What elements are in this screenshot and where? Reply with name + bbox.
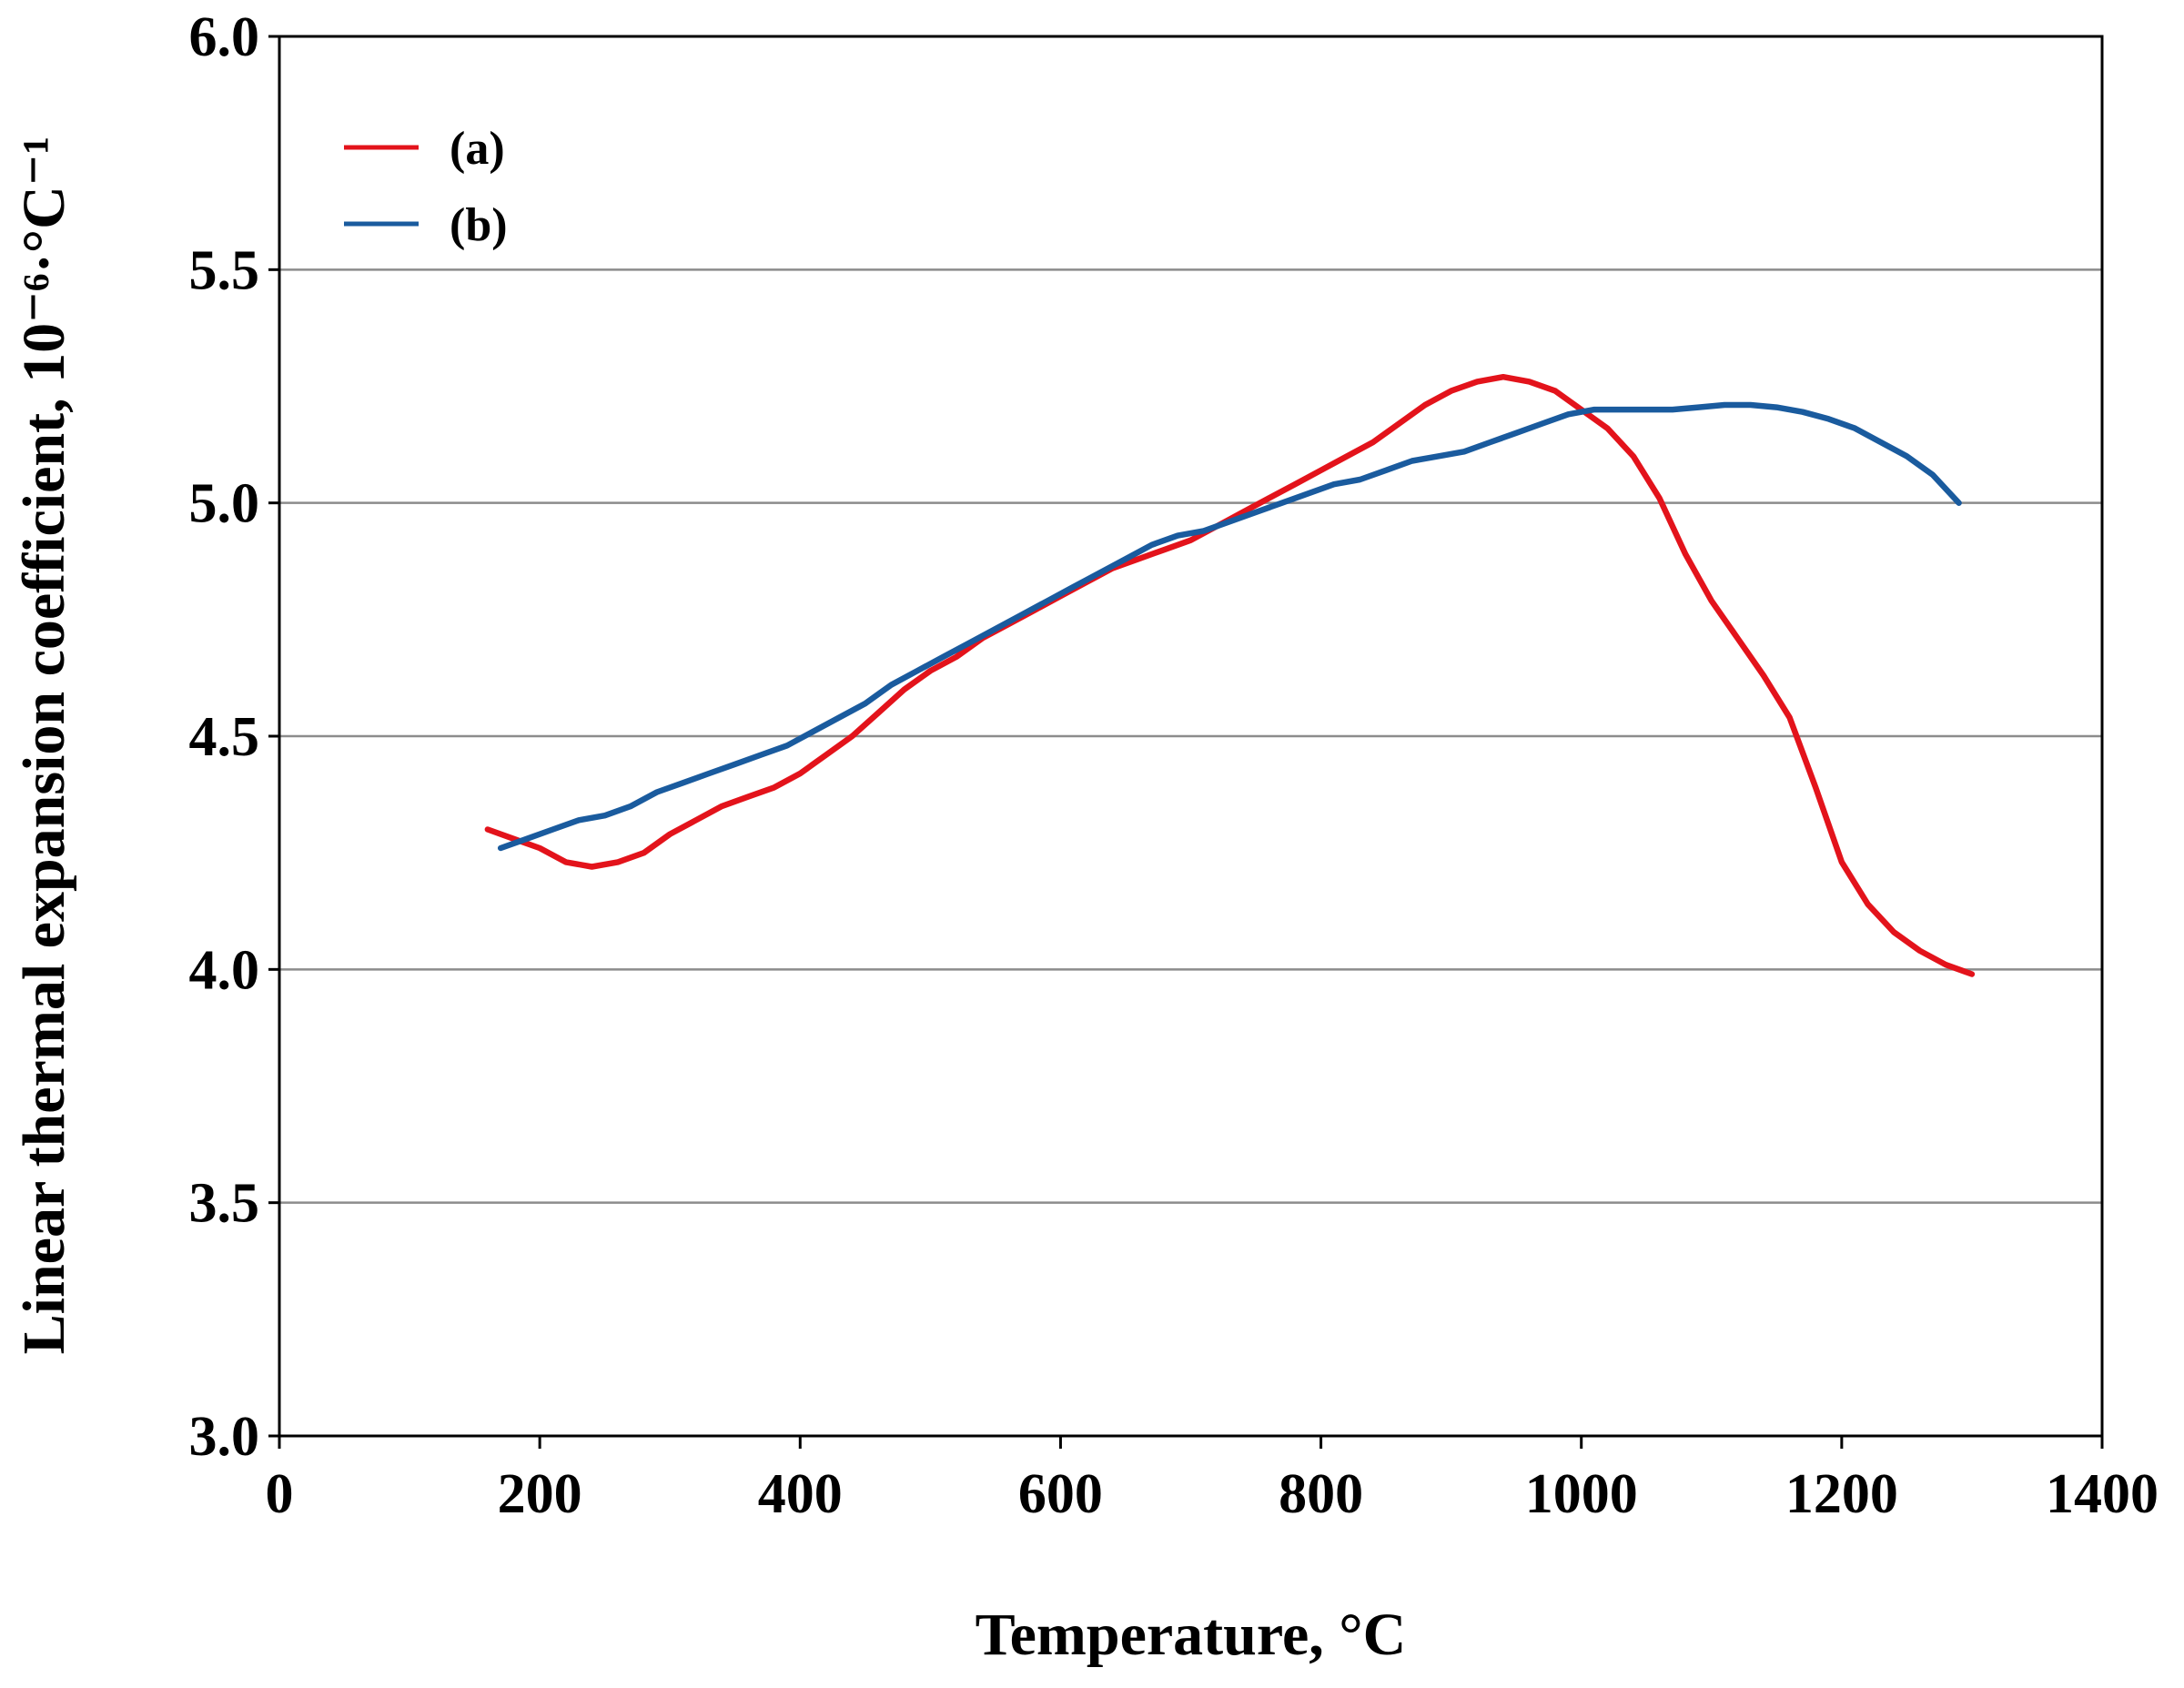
- y-tick-label: 5.0: [189, 473, 260, 535]
- y-tick-label: 4.5: [189, 706, 260, 768]
- x-tick-label: 400: [758, 1463, 843, 1525]
- axis-ticks: 3.0 3.5 4.0 4.5 5.0 5.5 6.0 0 200 400 600 800 1000 12…: [189, 6, 2159, 1525]
- series-line-b: [497, 401, 1962, 852]
- x-tick-label: 1000: [1525, 1463, 1638, 1525]
- legend-label: (a): [450, 123, 505, 175]
- x-tick-label: 1200: [1785, 1463, 1898, 1525]
- y-tick-label: 3.5: [189, 1173, 260, 1235]
- legend-label: (b): [450, 199, 508, 251]
- series-layer: [484, 373, 1976, 977]
- y-axis-title: Linear thermal expansion coefficient, 10…: [11, 136, 77, 1355]
- x-tick-label: 200: [498, 1463, 582, 1525]
- x-tick-label: 600: [1018, 1463, 1103, 1525]
- x-tick-label: 800: [1279, 1463, 1363, 1525]
- x-tick-label: 1400: [2046, 1463, 2159, 1525]
- x-axis-title: Temperature, °C: [976, 1602, 1407, 1668]
- y-tick-label: 3.0: [189, 1406, 260, 1468]
- y-tick-label: 4.0: [189, 939, 260, 1001]
- x-tick-label: 0: [266, 1463, 294, 1525]
- legend: (a) (b): [344, 123, 508, 251]
- y-tick-label: 5.5: [189, 239, 260, 301]
- y-tick-label: 6.0: [189, 6, 260, 68]
